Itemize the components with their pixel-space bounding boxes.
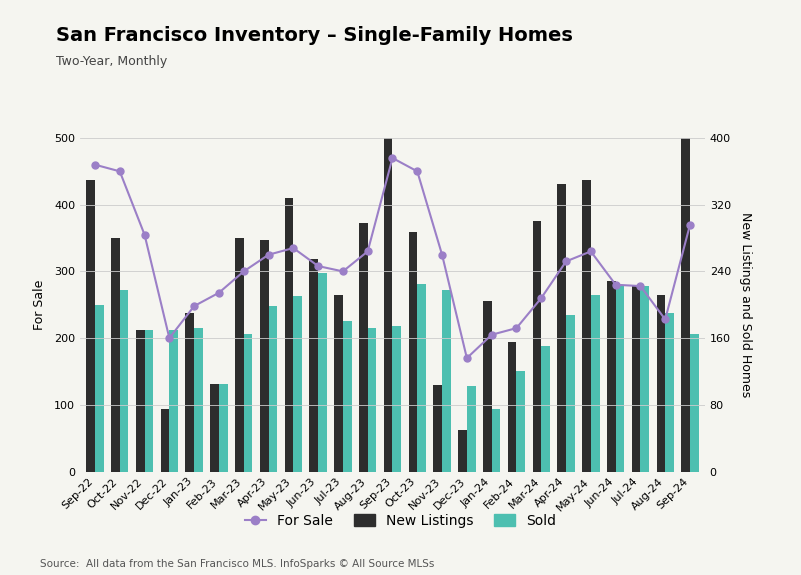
Bar <box>318 273 327 472</box>
Y-axis label: For Sale: For Sale <box>33 279 46 330</box>
Bar <box>343 321 352 471</box>
Text: Two-Year, Monthly: Two-Year, Monthly <box>56 55 167 68</box>
Bar <box>194 328 203 472</box>
Bar <box>368 328 376 472</box>
Bar <box>458 430 467 472</box>
Bar <box>219 384 227 472</box>
Bar <box>244 334 252 472</box>
Bar <box>384 101 392 472</box>
Bar <box>268 306 277 472</box>
Bar <box>657 295 665 472</box>
Bar <box>533 221 541 472</box>
Bar <box>260 240 268 472</box>
Bar <box>690 334 698 472</box>
Bar <box>557 184 566 471</box>
Bar <box>169 329 178 472</box>
Bar <box>186 313 194 472</box>
Legend: For Sale, New Listings, Sold: For Sale, New Listings, Sold <box>239 508 562 534</box>
Bar <box>517 371 525 471</box>
Bar <box>641 286 649 472</box>
Bar <box>409 232 417 472</box>
Bar <box>359 223 368 472</box>
Bar <box>682 81 690 471</box>
Bar <box>616 286 624 472</box>
Bar <box>665 313 674 472</box>
Bar <box>284 198 293 472</box>
Bar <box>582 179 591 472</box>
Bar <box>95 305 103 471</box>
Bar <box>144 329 153 472</box>
Y-axis label: New Listings and Sold Homes: New Listings and Sold Homes <box>739 212 752 397</box>
Bar <box>120 290 128 472</box>
Bar <box>87 179 95 472</box>
Text: San Francisco Inventory – Single-Family Homes: San Francisco Inventory – Single-Family … <box>56 26 573 45</box>
Bar <box>136 329 144 472</box>
Bar <box>442 290 451 472</box>
Bar <box>467 386 476 472</box>
Bar <box>334 295 343 472</box>
Bar <box>492 409 501 472</box>
Bar <box>433 385 442 471</box>
Bar <box>111 238 120 472</box>
Bar <box>508 342 517 472</box>
Bar <box>309 259 318 472</box>
Bar <box>566 315 575 472</box>
Bar <box>235 238 244 472</box>
Bar <box>483 301 492 472</box>
Bar <box>417 284 426 472</box>
Bar <box>293 296 302 472</box>
Bar <box>161 409 169 472</box>
Bar <box>541 346 550 471</box>
Bar <box>607 281 616 472</box>
Bar <box>632 286 641 472</box>
Bar <box>591 295 599 472</box>
Bar <box>392 325 401 472</box>
Bar <box>210 384 219 472</box>
Text: Source:  All data from the San Francisco MLS. InfoSparks © All Source MLSs: Source: All data from the San Francisco … <box>40 559 434 569</box>
